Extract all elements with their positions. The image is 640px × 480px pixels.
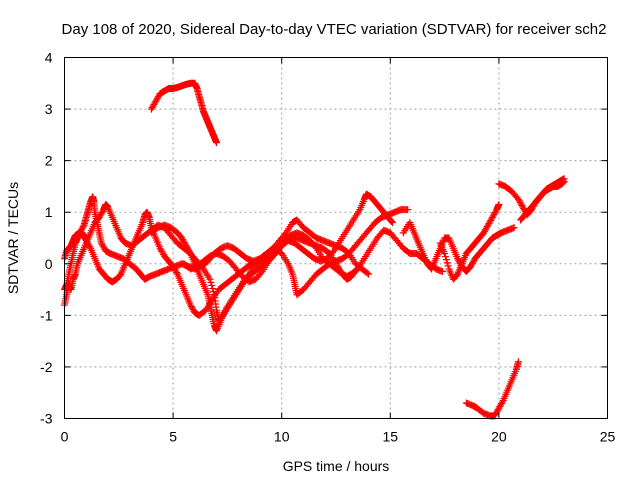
data-point — [441, 249, 449, 257]
y-tick-label: 3 — [45, 101, 53, 117]
data-point — [388, 217, 396, 225]
data-point — [442, 256, 450, 264]
data-point — [560, 175, 568, 183]
data-point — [495, 200, 503, 208]
chart-title: Day 108 of 2020, Sidereal Day-to-day VTE… — [62, 21, 607, 38]
data-point — [363, 269, 371, 277]
x-tick-label: 5 — [169, 429, 177, 445]
y-tick-label: 1 — [45, 204, 53, 220]
x-tick-label: 0 — [61, 429, 69, 445]
series-track-11 — [462, 358, 522, 420]
data-point — [209, 285, 217, 293]
y-tick-label: 2 — [45, 153, 53, 169]
series-track-5 — [180, 190, 396, 286]
y-tick-label: 0 — [45, 256, 53, 272]
plot-frame — [64, 57, 608, 419]
grid-layer — [64, 57, 608, 419]
x-tick-label: 20 — [491, 429, 507, 445]
data-point — [186, 248, 194, 256]
data-point — [79, 223, 87, 231]
y-tick-label: -2 — [40, 359, 53, 375]
data-point — [441, 253, 449, 261]
x-tick-label: 25 — [600, 429, 616, 445]
y-tick-label: -3 — [40, 411, 53, 427]
data-point — [206, 275, 214, 283]
data-point — [498, 398, 506, 406]
series-track-7 — [436, 200, 503, 283]
data-point — [329, 248, 337, 256]
x-tick-label: 15 — [383, 429, 399, 445]
x-tick-label: 10 — [274, 429, 290, 445]
data-point — [213, 139, 221, 147]
y-tick-label: 4 — [45, 50, 53, 66]
series-track-10 — [147, 79, 221, 147]
y-tick-label: -1 — [40, 307, 53, 323]
data-point — [444, 262, 452, 270]
data-point — [209, 288, 217, 296]
x-axis-label: GPS time / hours — [283, 458, 390, 474]
data-point — [207, 278, 215, 286]
data-point — [404, 206, 412, 214]
series-track-6 — [399, 219, 518, 276]
data-point — [208, 281, 216, 289]
data-point — [514, 358, 522, 366]
series-track-9 — [517, 175, 568, 224]
data-point — [443, 259, 451, 267]
data-point — [173, 269, 181, 277]
data-point — [352, 266, 360, 274]
data-point — [438, 268, 446, 276]
data-point — [365, 270, 373, 278]
data-point — [510, 224, 518, 232]
data-point — [257, 269, 265, 277]
tick-layer: 0 5 10 15 20 25 -3 -2 -1 0 1 2 3 4 — [40, 50, 615, 445]
data-layer — [61, 79, 568, 420]
y-axis-label: SDTVAR / TECUs — [5, 182, 21, 294]
data-point — [388, 219, 396, 227]
